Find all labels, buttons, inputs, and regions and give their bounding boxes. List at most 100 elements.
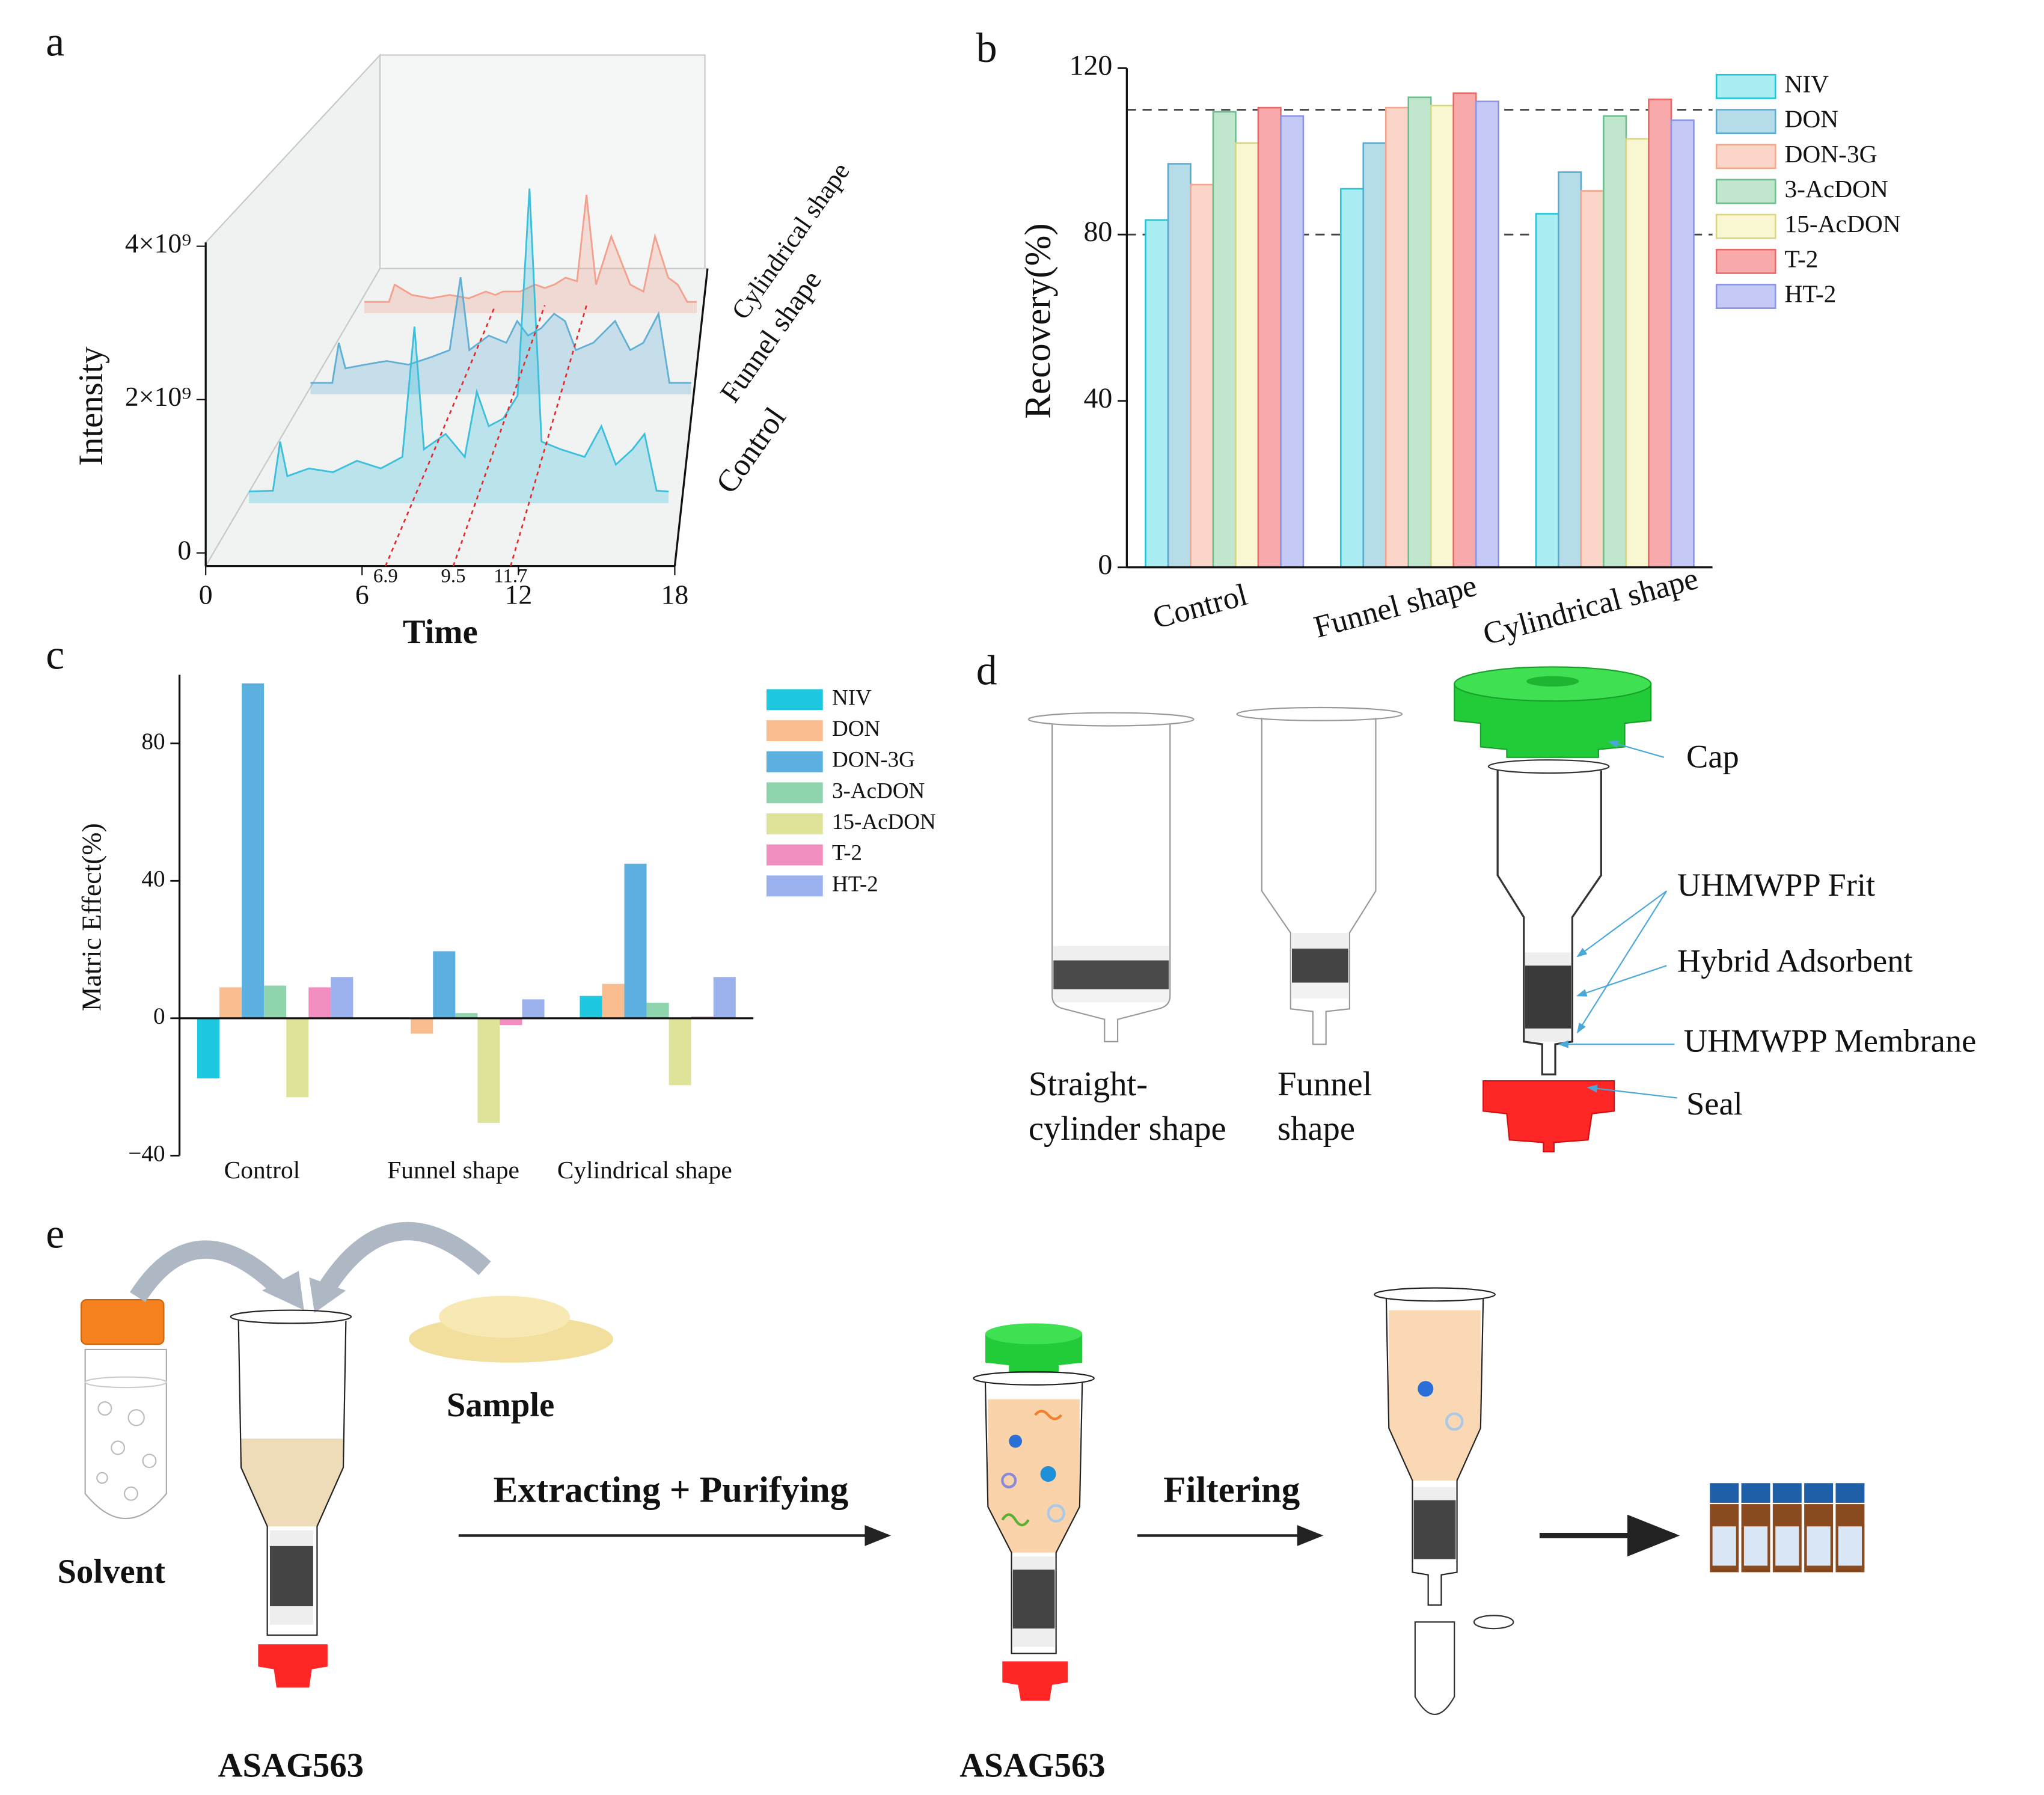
y-tick-label: 0 (1098, 549, 1112, 581)
x-axis-label: Time (403, 614, 478, 651)
bottle (84, 1348, 167, 1520)
frit (1291, 982, 1348, 998)
arrow-head (309, 1277, 346, 1313)
leader (1608, 740, 1665, 758)
vial-label (1775, 1526, 1799, 1566)
adsorbent (269, 1546, 313, 1607)
analytes (1001, 1410, 1065, 1527)
panel-label: e (46, 1211, 64, 1258)
legend-swatch (766, 844, 823, 866)
liquid-level (84, 1376, 167, 1389)
y-tick-label: 40 (1083, 382, 1112, 414)
bubble (142, 1454, 157, 1469)
legend-swatch (1715, 73, 1776, 99)
vial-cap (1835, 1483, 1865, 1503)
bar (1430, 105, 1455, 569)
microtube-cap (1473, 1615, 1514, 1630)
panel-label: a (46, 19, 64, 65)
step-label: Filtering (1163, 1470, 1300, 1511)
adsorbent (1053, 960, 1169, 989)
x-tick-label: Cylindrical shape (1479, 561, 1702, 652)
leader (1576, 890, 1667, 958)
legend-label: T-2 (832, 841, 862, 866)
vial-cap (1804, 1483, 1834, 1503)
marker-label: 9.5 (441, 566, 466, 587)
y-tick-label: 0 (177, 534, 191, 565)
legend-swatch (766, 720, 823, 741)
legend-label: 3-AcDON (832, 778, 925, 803)
frit (1291, 932, 1348, 949)
arrow-head (262, 1271, 304, 1310)
legend-swatch (1715, 179, 1776, 204)
legend-label: NIV (832, 685, 872, 710)
analyte (1001, 1472, 1017, 1488)
legend-label: 3-AcDON (1784, 175, 1888, 203)
bar (197, 1018, 220, 1078)
bar (522, 999, 545, 1018)
bar (455, 1013, 478, 1018)
panel-d: d Straight- cylinder shape Funnel shape … (976, 647, 1976, 1152)
legend-label: DON (832, 717, 880, 741)
y-axis-label: Intensity (73, 346, 110, 466)
y-tick-label: 0 (153, 1003, 165, 1029)
analyte (1034, 1410, 1063, 1420)
tube (1385, 1298, 1484, 1606)
assembled-tube (1496, 770, 1602, 1075)
legend-swatch (1715, 284, 1776, 309)
tube-label: Straight- (1029, 1066, 1148, 1103)
y-tick-label: −40 (128, 1140, 165, 1166)
x-tick-label: 0 (199, 579, 213, 610)
bar (1603, 115, 1627, 569)
frit (1053, 946, 1169, 961)
bar (1190, 183, 1214, 569)
panel-e: e Solvent Sample ASAG563 Extracting + Pu… (46, 1211, 1865, 1784)
bar (433, 951, 456, 1018)
part-label: Seal (1686, 1085, 1743, 1122)
seal (1483, 1080, 1615, 1152)
bar (331, 977, 353, 1018)
bar (286, 1018, 309, 1098)
part-label: UHMWPP Frit (1677, 866, 1875, 903)
plot-frame (204, 53, 709, 569)
tube-rim (1027, 712, 1195, 727)
adsorbent (1413, 1500, 1456, 1559)
x-tick-label: Funnel shape (1310, 568, 1480, 645)
frit (1012, 1556, 1055, 1570)
analyte (1040, 1466, 1056, 1482)
bar (1235, 142, 1259, 569)
bar (1625, 138, 1650, 569)
trace (364, 194, 697, 303)
trace (249, 188, 669, 492)
back-wall (379, 54, 706, 269)
x-tick-label: Funnel shape (387, 1156, 519, 1184)
x-tick-label: Control (1149, 577, 1251, 635)
bubble (96, 1472, 108, 1484)
vial-cap (1710, 1483, 1739, 1503)
analyte (1009, 1434, 1022, 1448)
legend-label: HT-2 (832, 872, 878, 896)
analyte (1047, 1504, 1065, 1523)
legend-swatch (766, 813, 823, 834)
trace-area (249, 188, 669, 503)
extract-fill (988, 1399, 1080, 1553)
bar (1580, 190, 1605, 569)
bar (411, 1018, 433, 1034)
vial-label (1807, 1526, 1831, 1566)
tube-label: shape (1278, 1110, 1355, 1148)
bottle-cap (81, 1299, 165, 1345)
y-axis-label: Recovery(%) (1018, 223, 1059, 418)
filtrate-fill (1389, 1310, 1481, 1481)
y-tick-label: 120 (1069, 49, 1112, 81)
vial-label (1712, 1526, 1736, 1566)
y-tick-label: 80 (1083, 216, 1112, 248)
bar (713, 977, 736, 1018)
bar (1212, 111, 1237, 569)
adsorbent (1291, 949, 1348, 983)
cap (985, 1333, 1083, 1374)
frit (1413, 1487, 1456, 1500)
frit (269, 1530, 313, 1546)
vials (1710, 1483, 1865, 1573)
bar (669, 1018, 691, 1086)
trace-area (364, 195, 697, 313)
